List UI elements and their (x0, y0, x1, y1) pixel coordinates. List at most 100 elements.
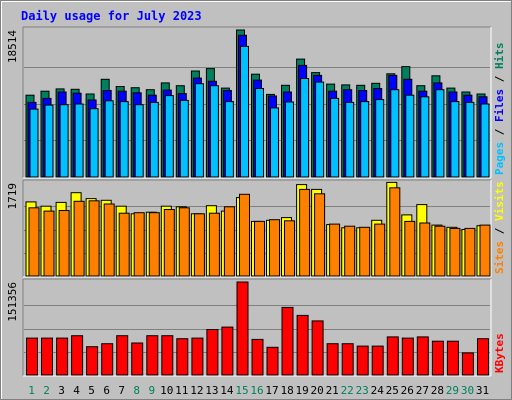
x-tick-label-day-14: 14 (220, 384, 234, 397)
bar-pages-day-20 (315, 81, 325, 178)
bar-kbytes-day-9 (146, 335, 159, 376)
bar-pages-day-6 (104, 100, 114, 178)
bar-pages-day-5 (89, 108, 99, 178)
bar-sites-day-8 (133, 212, 145, 277)
x-tick-label-day-25: 25 (386, 384, 399, 397)
legend-separator: / (493, 122, 506, 142)
bar-sites-day-28 (434, 225, 446, 277)
bar-sites-day-13 (208, 212, 220, 277)
x-tick-label-day-29: 29 (446, 384, 459, 397)
bar-sites-day-26 (404, 220, 416, 277)
x-tick-label-day-20: 20 (310, 384, 323, 397)
bar-kbytes-day-2 (41, 337, 53, 376)
x-tick-label-day-15: 15 (235, 384, 248, 397)
bar-pages-day-1 (29, 108, 39, 178)
bar-sites-day-29 (449, 227, 461, 277)
bar-sites-day-4 (73, 200, 85, 277)
bar-sites-day-30 (464, 227, 476, 277)
legend-item-hits: Hits (493, 43, 506, 70)
bar-pages-day-28 (435, 89, 445, 178)
bar-pages-day-17 (270, 107, 279, 178)
x-tick-label-day-16: 16 (250, 384, 263, 397)
x-tick-label-day-27: 27 (416, 384, 429, 397)
bar-kbytes-day-11 (176, 338, 189, 376)
bar-sites-day-16 (254, 220, 265, 277)
bar-sites-day-1 (28, 207, 40, 277)
bar-kbytes-day-13 (206, 329, 219, 376)
bar-sites-day-7 (118, 212, 130, 277)
bar-sites-day-25 (389, 187, 401, 277)
bar-pages-day-8 (134, 104, 144, 178)
y-max-label-top: 18514 (6, 30, 19, 63)
bar-sites-day-10 (163, 209, 175, 277)
bar-kbytes-day-30 (461, 352, 474, 376)
bar-kbytes-day-21 (326, 343, 339, 376)
bar-pages-day-10 (164, 95, 174, 178)
bar-kbytes-day-14 (221, 326, 234, 376)
x-tick-label-day-18: 18 (280, 384, 293, 397)
bar-pages-day-16 (255, 88, 264, 178)
x-tick-label-day-1: 1 (28, 384, 35, 397)
y-max-label-bottom: 151356 (6, 282, 19, 322)
bar-pages-day-7 (119, 101, 129, 178)
bar-pages-day-29 (450, 101, 460, 178)
x-tick-label-day-10: 10 (160, 384, 173, 397)
bar-pages-day-31 (480, 103, 490, 178)
bar-kbytes-day-17 (266, 346, 279, 376)
legend-separator: / (493, 69, 506, 89)
bar-pages-day-26 (405, 94, 415, 178)
legend-item-kbytes: KBytes (493, 333, 506, 373)
bar-pages-day-14 (224, 101, 234, 178)
bar-kbytes-day-31 (477, 338, 489, 376)
bar-pages-day-21 (330, 97, 340, 178)
legend-item-pages: Pages (493, 142, 506, 175)
bar-pages-day-15 (240, 45, 249, 178)
bar-sites-day-9 (148, 212, 160, 277)
bar-sites-day-20 (314, 193, 326, 277)
x-tick-label-day-30: 30 (461, 384, 474, 397)
x-tick-label-day-3: 3 (58, 384, 65, 397)
bar-sites-day-21 (329, 223, 341, 277)
bar-kbytes-day-10 (161, 335, 174, 376)
bar-kbytes-day-22 (341, 343, 354, 376)
x-tick-label-day-21: 21 (326, 384, 339, 397)
x-tick-label-day-17: 17 (265, 384, 278, 397)
bar-pages-day-9 (149, 101, 159, 178)
bar-pages-day-18 (285, 101, 294, 178)
bar-sites-day-14 (223, 206, 235, 277)
bar-pages-day-19 (300, 78, 310, 178)
bar-kbytes-day-1 (26, 337, 38, 376)
bar-sites-day-12 (193, 213, 205, 277)
bar-kbytes-day-7 (116, 335, 129, 376)
bar-kbytes-day-6 (101, 343, 114, 376)
bar-kbytes-day-29 (446, 340, 459, 376)
bar-kbytes-day-23 (356, 345, 369, 376)
bar-kbytes-day-4 (71, 335, 84, 376)
bar-kbytes-day-3 (56, 337, 69, 376)
bar-sites-day-17 (269, 219, 280, 277)
bar-kbytes-day-19 (296, 314, 309, 376)
bar-kbytes-day-25 (386, 336, 399, 376)
bar-sites-day-19 (299, 188, 311, 277)
bar-kbytes-day-8 (131, 342, 144, 376)
x-tick-label-day-9: 9 (148, 384, 155, 397)
bar-pages-day-30 (465, 101, 475, 178)
legend-top: Pages / Files / Hits (493, 43, 506, 176)
bar-sites-day-15 (239, 193, 250, 277)
bar-pages-day-2 (44, 104, 54, 178)
x-tick-label-day-22: 22 (341, 384, 354, 397)
legend-separator: / (493, 221, 506, 241)
bar-kbytes-day-27 (416, 336, 429, 376)
x-tick-label-day-26: 26 (401, 384, 414, 397)
bar-sites-day-11 (178, 207, 190, 277)
bar-sites-day-22 (344, 225, 356, 277)
x-tick-label-day-19: 19 (295, 384, 308, 397)
bar-pages-day-4 (74, 103, 84, 178)
bar-sites-day-23 (359, 226, 371, 277)
x-tick-label-day-31: 31 (476, 384, 489, 397)
bar-sites-day-2 (43, 210, 55, 277)
bar-kbytes-day-26 (401, 337, 414, 376)
x-tick-label-day-5: 5 (88, 384, 95, 397)
